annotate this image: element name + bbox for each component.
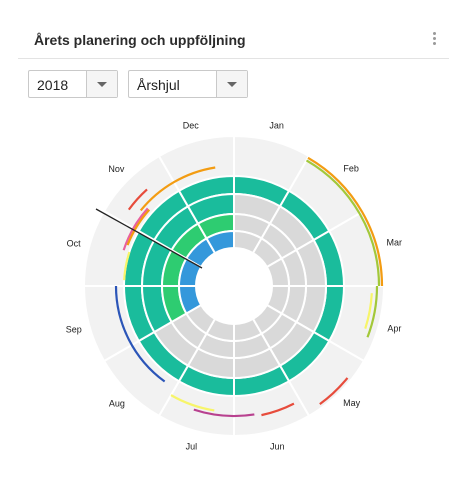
activity-arc-magenta-jul[interactable] — [193, 408, 255, 418]
activity-arc-orange-nov[interactable] — [126, 208, 151, 246]
activity-arc-red-may[interactable] — [319, 377, 349, 406]
month-label-apr: Apr — [387, 324, 401, 334]
activity-arc-red-nov[interactable] — [127, 188, 148, 211]
month-label-mar: Mar — [387, 238, 403, 248]
month-label-aug: Aug — [109, 399, 125, 409]
month-label-jul: Jul — [186, 441, 198, 451]
activity-arc-yellow-oct[interactable] — [123, 251, 131, 281]
activity-arc-yellow-apr[interactable] — [364, 293, 373, 329]
view-select-toggle[interactable] — [216, 71, 247, 97]
view-select-value: Årshjul — [137, 77, 180, 93]
activity-arc-yellow-aug[interactable] — [170, 394, 215, 412]
month-label-jan: Jan — [269, 121, 284, 131]
month-label-sep: Sep — [66, 324, 82, 334]
more-options-icon[interactable] — [431, 32, 437, 48]
activity-arc-green-apr[interactable] — [366, 285, 379, 338]
wheel-center — [198, 250, 270, 322]
activity-arc-navy-sep[interactable] — [114, 285, 166, 383]
chevron-down-icon — [97, 82, 107, 87]
card-title: Årets planering och uppföljning — [34, 32, 246, 48]
activity-arc-green-feb[interactable] — [305, 159, 381, 287]
month-label-feb: Feb — [343, 163, 359, 173]
card-header: Årets planering och uppföljning — [18, 26, 449, 59]
annual-wheel: Jan Feb Mar Apr May Jun Jul Aug Sep Oct Nov Dec — [66, 121, 403, 452]
activity-arc-red-jun[interactable] — [261, 402, 295, 417]
chevron-down-icon — [227, 82, 237, 87]
year-select-value: 2018 — [37, 77, 69, 93]
activity-arc-orange-dec[interactable] — [139, 166, 216, 212]
month-label-jun: Jun — [270, 441, 285, 451]
today-needle — [95, 208, 203, 269]
month-label-nov: Nov — [108, 164, 125, 174]
month-label-may: May — [343, 398, 361, 408]
year-select[interactable]: 2018 — [28, 70, 118, 98]
activity-arc-orange-feb[interactable] — [307, 156, 384, 287]
view-select[interactable]: Årshjul — [128, 70, 248, 98]
year-select-toggle[interactable] — [86, 71, 117, 97]
month-label-dec: Dec — [183, 121, 200, 131]
activity-arc-pink-nov[interactable] — [122, 207, 149, 251]
ring-core-dec[interactable] — [205, 229, 235, 255]
month-label-oct: Oct — [67, 238, 82, 248]
